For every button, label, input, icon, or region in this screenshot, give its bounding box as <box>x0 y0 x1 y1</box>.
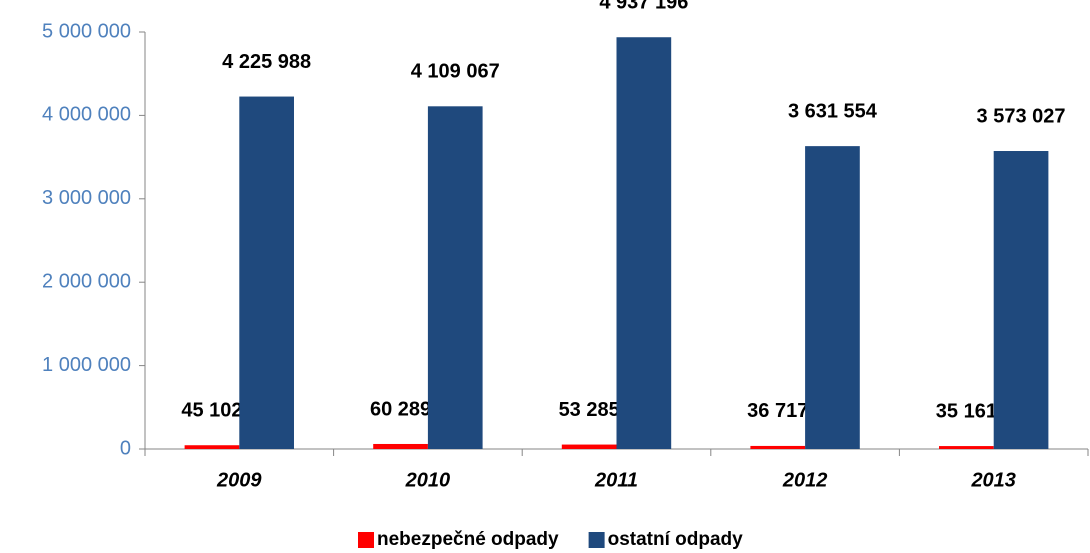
bar <box>616 37 672 449</box>
bar <box>427 106 483 450</box>
y-tick-label: 1 000 000 <box>42 354 131 376</box>
x-tick-label: 2010 <box>405 469 451 491</box>
legend-label: ostatní odpady <box>608 529 744 550</box>
value-label: 45 102 <box>181 400 242 422</box>
value-label: 4 225 988 <box>222 51 311 73</box>
x-tick-label: 2013 <box>970 469 1016 491</box>
value-label: 3 573 027 <box>977 105 1066 127</box>
bar <box>239 96 294 449</box>
y-tick-label: 4 000 000 <box>42 104 131 126</box>
value-label: 4 109 067 <box>411 61 500 83</box>
bar <box>805 146 860 449</box>
bar <box>373 443 428 449</box>
y-tick-label: 5 000 000 <box>42 20 131 42</box>
bar <box>750 445 806 449</box>
bar <box>939 446 994 449</box>
legend-label: nebezpečné odpady <box>377 529 559 550</box>
value-label: 4 937 196 <box>599 0 688 14</box>
y-tick-label: 3 000 000 <box>42 187 131 209</box>
legend-swatch <box>588 532 605 548</box>
y-tick-label: 2 000 000 <box>42 270 131 292</box>
value-label: 35 161 <box>936 400 997 422</box>
value-label: 60 289 <box>370 398 431 420</box>
value-label: 53 285 <box>559 399 620 421</box>
x-tick-label: 2009 <box>216 469 262 491</box>
y-tick-label: 0 <box>120 437 131 459</box>
legend-swatch <box>358 532 374 548</box>
value-label: 3 631 554 <box>788 100 878 122</box>
bar <box>993 151 1049 449</box>
bar <box>184 445 240 449</box>
x-tick-label: 2012 <box>782 469 828 491</box>
value-label: 36 717 <box>747 400 808 422</box>
bar <box>561 444 617 449</box>
x-tick-label: 2011 <box>594 469 638 491</box>
